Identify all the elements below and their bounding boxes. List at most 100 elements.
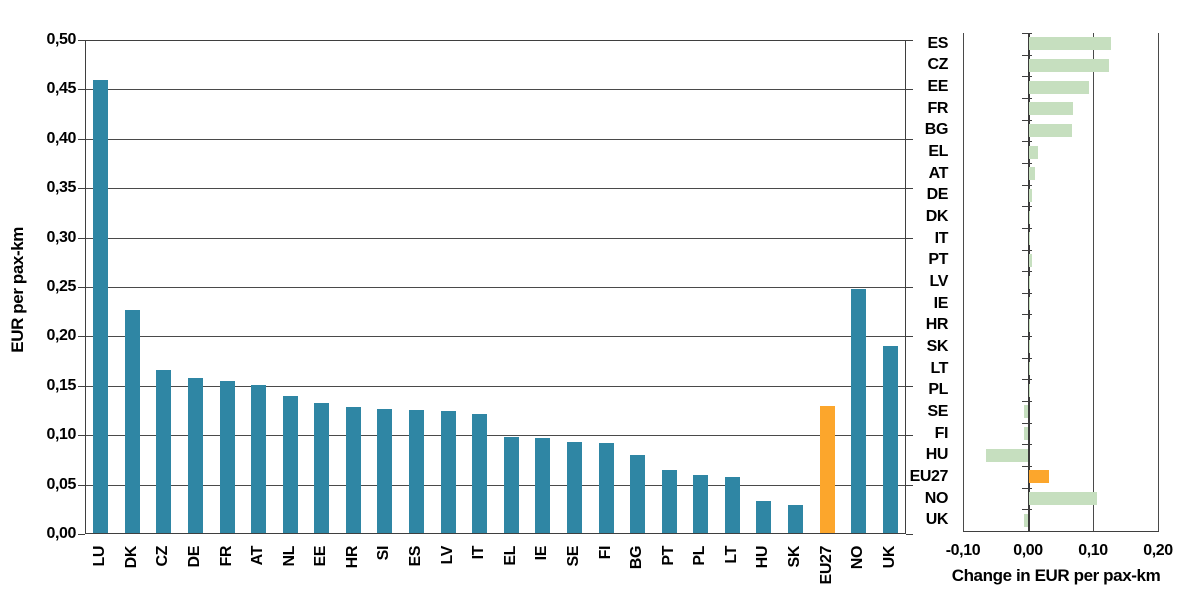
grid-line [85, 385, 906, 387]
bar-HU [985, 448, 1028, 462]
row-label-PL: PL [928, 381, 948, 399]
bar-LT [724, 476, 740, 533]
x-category-label-NO: NO [849, 546, 867, 570]
x-category-label-NL: NL [280, 546, 298, 567]
bar-EE [314, 402, 330, 533]
x-tick-label: -0,10 [945, 542, 981, 559]
grid-line [85, 188, 906, 190]
x-category-label-IT: IT [470, 546, 488, 560]
row-label-FR: FR [927, 99, 948, 117]
bar-LV [440, 411, 456, 533]
category-axis-tick [1022, 422, 1032, 424]
y-axis-tick-right [906, 287, 913, 288]
bar-BG [1029, 123, 1072, 137]
bar-SK [787, 505, 803, 533]
y-tick-label: 0,50 [46, 31, 76, 48]
x-category-label-LV: LV [438, 546, 456, 565]
x-category-label-UK: UK [880, 546, 898, 569]
y-axis-tick [78, 485, 85, 486]
category-axis-tick [1022, 119, 1032, 121]
bar-NO [1029, 492, 1097, 506]
y-tick-label: 0,15 [46, 377, 76, 394]
chart-change-eur-per-paxkm: Change in EUR per pax-km ES CZ EE FR BG EL AT D… [905, 0, 1182, 593]
category-axis-tick [1022, 184, 1032, 186]
bar-SK [1029, 340, 1030, 354]
bar-BG [630, 454, 646, 533]
chart-eur-per-paxkm: EUR per pax-km 0,00 0,05 0,10 0,15 0,20 0,25 0… [8, 31, 913, 585]
category-axis-tick [1022, 444, 1032, 446]
grid-line [85, 89, 906, 91]
y-tick-label: 0,05 [46, 476, 76, 493]
y-axis-tick [78, 188, 85, 189]
x-category-label-FR: FR [217, 546, 235, 567]
grid-line [85, 435, 906, 437]
grid-line [85, 237, 906, 239]
bar-EE [1029, 80, 1090, 94]
bar-HU [756, 501, 772, 533]
x-category-label-SK: SK [785, 546, 803, 568]
x-category-label-HR: HR [343, 546, 361, 569]
bar-FR [1029, 102, 1073, 116]
y-axis-tick-right [906, 534, 913, 535]
y-axis-tick-right [906, 238, 913, 239]
row-label-PT: PT [928, 251, 948, 269]
bar-IT [1029, 232, 1031, 246]
x-category-label-PL: PL [691, 546, 709, 566]
category-axis-tick [1022, 487, 1032, 489]
row-label-SK: SK [926, 337, 949, 355]
category-axis-tick [1022, 97, 1032, 99]
y-tick-label: 0,20 [46, 327, 76, 344]
y-axis-tick [78, 89, 85, 90]
x-category-label-EU27: EU27 [817, 546, 835, 585]
y-axis-tick [78, 139, 85, 140]
x-category-label-DK: DK [122, 546, 140, 569]
row-label-IT: IT [934, 229, 949, 247]
row-label-EE: EE [927, 78, 948, 96]
bar-FI [1024, 427, 1028, 441]
category-axis-tick [1022, 379, 1032, 381]
bar-DE [188, 377, 204, 533]
bar-LT [1029, 362, 1030, 376]
x-category-label-EL: EL [501, 546, 519, 566]
row-label-CZ: CZ [927, 56, 948, 74]
bar-IE [535, 438, 551, 533]
bar-FI [598, 443, 614, 533]
bar-PT [1029, 253, 1032, 267]
category-axis-tick [1022, 401, 1032, 403]
bar-UK [882, 346, 898, 533]
y-axis-tick-right [906, 188, 913, 189]
grid-line [85, 484, 906, 486]
bar-PL [693, 474, 709, 533]
grid-line [85, 138, 906, 140]
row-label-UK: UK [925, 511, 949, 529]
x-category-label-EE: EE [312, 546, 330, 567]
bar-IT [472, 414, 488, 533]
bar-FR [219, 380, 235, 533]
category-axis-tick [1022, 249, 1032, 251]
y-tick-label: 0,45 [46, 80, 76, 97]
y-tick-label: 0,00 [46, 525, 76, 542]
row-label-SE: SE [927, 402, 948, 420]
row-label-HU: HU [925, 446, 949, 464]
row-label-LV: LV [929, 273, 949, 290]
category-axis-tick [1022, 357, 1032, 359]
x-category-label-BG: BG [628, 546, 646, 570]
grid-line [1093, 33, 1094, 531]
zero-axis-line [1027, 33, 1030, 531]
x-tick-label: 0,20 [1143, 542, 1173, 559]
x-category-label-HU: HU [754, 546, 772, 569]
row-label-FI: FI [934, 424, 949, 442]
x-category-label-SI: SI [375, 546, 393, 561]
row-label-DE: DE [926, 186, 949, 204]
y-axis-tick [78, 238, 85, 239]
y-axis-tick-right [906, 336, 913, 337]
x-category-label-LT: LT [722, 546, 740, 564]
row-label-IE: IE [933, 294, 949, 312]
y-tick-label: 0,25 [46, 278, 76, 295]
category-axis-tick [1022, 531, 1032, 532]
grid-line [1158, 33, 1159, 531]
bar-AT [1029, 167, 1035, 181]
y-axis-tick-right [906, 89, 913, 90]
bar-LU [93, 79, 109, 533]
